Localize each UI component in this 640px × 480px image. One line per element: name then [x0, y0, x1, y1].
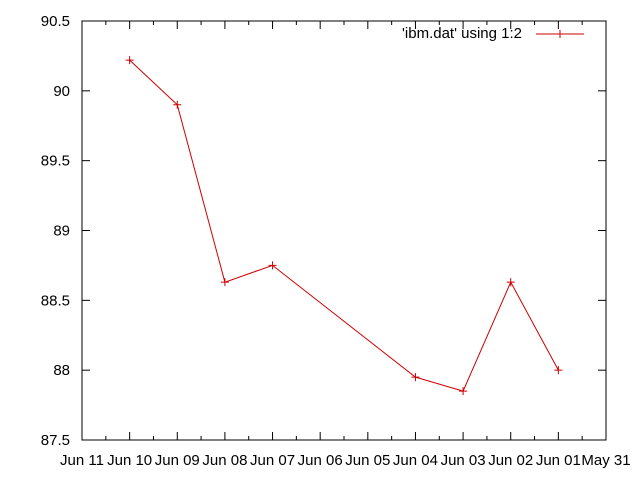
data-point [506, 278, 515, 287]
plot-frame [81, 20, 607, 441]
x-tick-label: Jun 07 [250, 452, 295, 469]
x-tick-label: Jun 08 [202, 452, 247, 469]
y-tick-label: 90 [53, 83, 70, 100]
legend: 'ibm.dat' using 1:2 [402, 25, 584, 42]
data-point [173, 100, 182, 109]
legend-label: 'ibm.dat' using 1:2 [402, 25, 522, 42]
y-tick-label: 88 [53, 362, 70, 379]
x-tick-label: Jun 10 [107, 452, 152, 469]
x-tick-label: Jun 09 [155, 452, 200, 469]
series-layer [125, 56, 563, 396]
data-point [459, 387, 468, 396]
legend-marker [556, 30, 564, 38]
x-tick-label: Jun 05 [345, 452, 390, 469]
data-point [554, 366, 563, 375]
y-tick-label: 89 [53, 223, 70, 240]
x-tick-label: Jun 02 [488, 452, 533, 469]
y-axis: 87.5 88 88.5 89 89.5 90 90.5 [41, 13, 606, 449]
x-tick-label: Jun 04 [393, 452, 438, 469]
x-tick-label: May 31 [581, 452, 630, 469]
y-tick-label: 87.5 [41, 432, 70, 449]
data-point [125, 56, 134, 65]
series-line [129, 59, 559, 392]
x-tick-label: Jun 03 [441, 452, 486, 469]
x-tick-label: Jun 01 [536, 452, 581, 469]
y-tick-label: 88.5 [41, 292, 70, 309]
data-point [220, 278, 229, 287]
data-point [411, 373, 420, 382]
y-tick-label: 89.5 [41, 153, 70, 170]
data-point [268, 261, 277, 270]
x-axis: Jun 11 Jun 10 Jun 09 Jun 08 Jun 07 Jun 06 Jun … [60, 21, 631, 469]
x-tick-label: Jun 11 [60, 452, 104, 469]
x-tick-label: Jun 06 [298, 452, 343, 469]
y-tick-label: 90.5 [41, 13, 70, 30]
